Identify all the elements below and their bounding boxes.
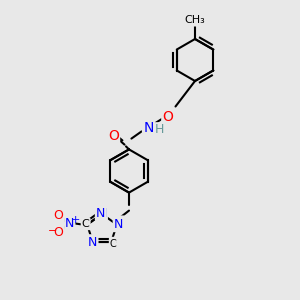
Text: O: O	[53, 208, 63, 222]
Text: N: N	[87, 236, 96, 249]
Text: N: N	[96, 207, 105, 220]
Text: N: N	[114, 218, 123, 231]
Text: C: C	[109, 238, 116, 249]
Text: +: +	[70, 214, 80, 225]
Text: O: O	[163, 110, 173, 124]
Text: N: N	[115, 217, 124, 230]
Text: H: H	[154, 123, 164, 136]
Text: ═: ═	[110, 238, 115, 247]
Text: N: N	[97, 207, 107, 220]
Text: N: N	[88, 236, 98, 249]
Text: O: O	[53, 226, 63, 239]
Text: N: N	[143, 122, 154, 135]
Text: CH₃: CH₃	[184, 15, 206, 26]
Text: O: O	[108, 130, 119, 143]
Text: −: −	[48, 226, 57, 236]
Text: C: C	[82, 219, 89, 229]
Text: N: N	[65, 217, 74, 230]
